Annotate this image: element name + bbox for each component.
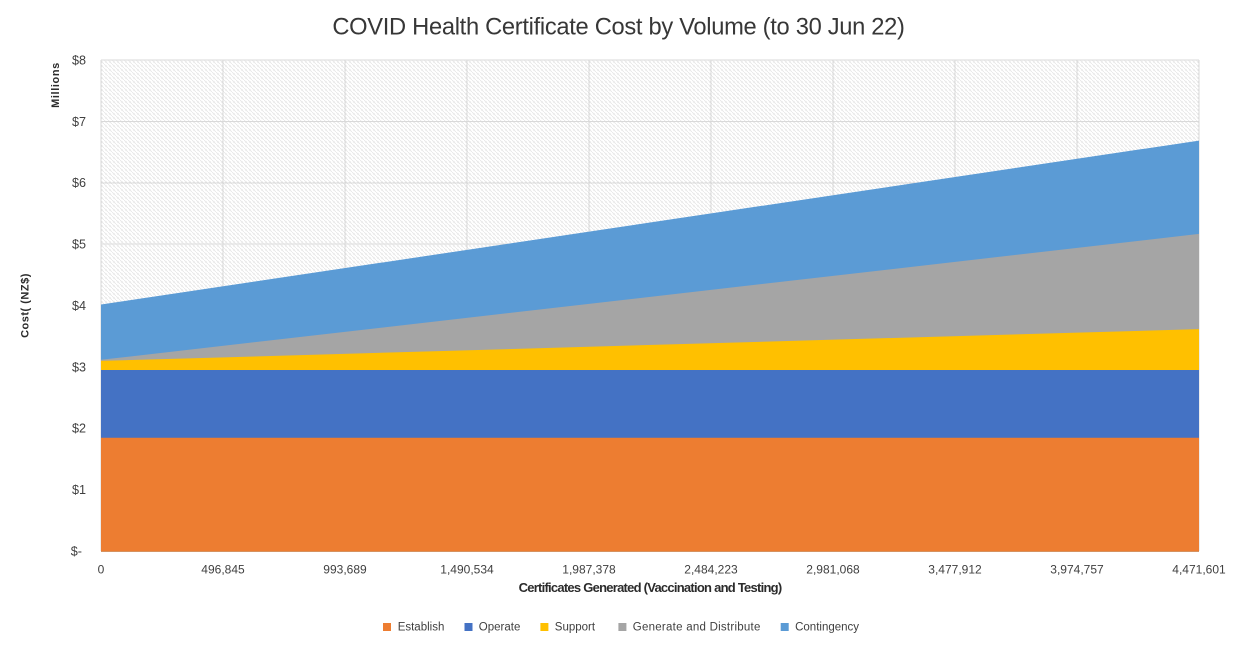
svg-text:Cost( (NZ$): Cost( (NZ$) bbox=[20, 273, 32, 338]
svg-text:COVID Health Certificate Cost: COVID Health Certificate Cost by Volume … bbox=[332, 15, 904, 41]
svg-text:$5: $5 bbox=[72, 238, 86, 252]
svg-text:Contingency: Contingency bbox=[795, 622, 859, 634]
svg-text:993,689: 993,689 bbox=[323, 563, 367, 577]
svg-text:4,471,601: 4,471,601 bbox=[1172, 563, 1226, 577]
svg-text:$-: $- bbox=[71, 544, 82, 558]
svg-text:$4: $4 bbox=[72, 299, 86, 313]
svg-text:2,981,068: 2,981,068 bbox=[806, 563, 860, 577]
svg-text:$7: $7 bbox=[72, 115, 86, 129]
svg-text:1,490,534: 1,490,534 bbox=[440, 563, 494, 577]
svg-text:3,974,757: 3,974,757 bbox=[1050, 563, 1104, 577]
svg-text:0: 0 bbox=[98, 563, 105, 577]
svg-text:Operate: Operate bbox=[479, 622, 521, 634]
svg-text:Generate and Distribute: Generate and Distribute bbox=[633, 622, 761, 634]
svg-text:$8: $8 bbox=[72, 53, 86, 67]
svg-text:Support: Support bbox=[555, 622, 596, 634]
svg-text:2,484,223: 2,484,223 bbox=[684, 563, 738, 577]
svg-text:Establish: Establish bbox=[398, 622, 445, 634]
svg-text:496,845: 496,845 bbox=[201, 563, 245, 577]
svg-text:$2: $2 bbox=[72, 422, 86, 436]
svg-text:Millions: Millions bbox=[50, 62, 62, 108]
svg-text:1,987,378: 1,987,378 bbox=[562, 563, 616, 577]
svg-text:$3: $3 bbox=[72, 360, 86, 374]
svg-text:3,477,912: 3,477,912 bbox=[928, 563, 982, 577]
svg-text:$6: $6 bbox=[72, 176, 86, 190]
svg-text:Certificates Generated (Vaccin: Certificates Generated (Vaccination and … bbox=[519, 580, 782, 595]
svg-text:$1: $1 bbox=[72, 483, 86, 497]
